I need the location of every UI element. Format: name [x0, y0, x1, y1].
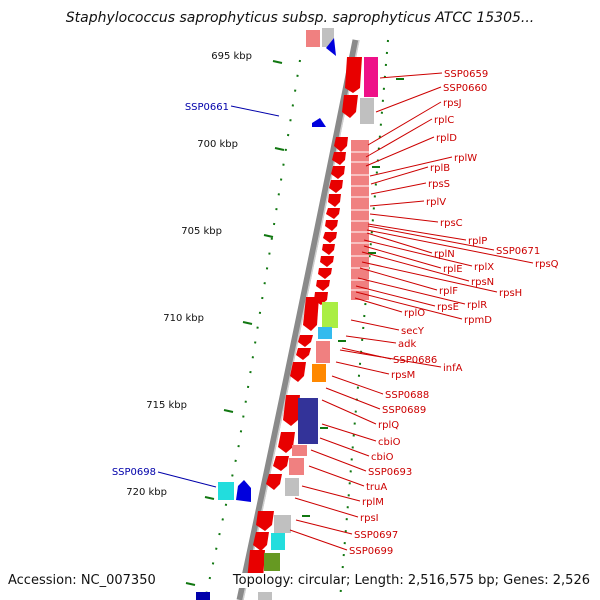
reverse-genes — [196, 118, 326, 600]
feature-blocks — [258, 57, 378, 600]
gene-label: SSP0686 — [393, 355, 437, 366]
map-title: Staphylococcus saprophyticus subsp. sapr… — [65, 10, 535, 26]
gene-label: infA — [443, 363, 463, 374]
gene-label: rplE — [443, 264, 463, 275]
kbp-label-bg — [185, 225, 223, 237]
label-connectors-left — [157, 105, 280, 488]
gene-label: SSP0688 — [385, 390, 429, 401]
gene-labels-right: SSP0659 SSP0660 rpsJ rplC rplD rplW rplB rpsS rp… — [349, 69, 559, 557]
gene-label: rpsS — [428, 179, 450, 190]
gene-label: rplM — [362, 497, 384, 508]
gene-label: SSP0660 — [443, 83, 487, 94]
gene-label: SSP0659 — [444, 69, 488, 80]
gene-label: rpsM — [391, 370, 415, 381]
gene-label: rpmD — [464, 315, 492, 326]
gene-label: rplC — [434, 115, 454, 126]
gene-feature — [326, 38, 336, 56]
gene-label: rpsN — [471, 277, 494, 288]
gene-label: SSP0698 — [112, 467, 156, 478]
gene-labels-left: SSP0661 SSP0698 — [112, 102, 229, 478]
topology-text: Topology: circular; Length: 2,516,575 bp… — [232, 573, 590, 588]
gene-label: rplB — [430, 163, 450, 174]
gene-label: rplP — [468, 236, 487, 247]
gene-label: adk — [398, 339, 416, 350]
gene-label: rpsH — [499, 288, 522, 299]
gene-label: rplV — [426, 197, 446, 208]
gene-label: rpsI — [360, 513, 379, 524]
kbp-label: 715 kbp — [146, 400, 187, 411]
kbp-labels: 695 kbp 700 kbp 705 kbp 710 kbp 715 kbp 720 k… — [106, 50, 253, 584]
gene-label: SSP0671 — [496, 246, 540, 257]
gene-label: secY — [401, 326, 425, 337]
gene-label: rpsQ — [535, 259, 559, 270]
gene-label: rplF — [439, 286, 458, 297]
gene-label: truA — [366, 482, 387, 493]
accession-text: Accession: NC_007350 — [8, 573, 156, 588]
gene-label: rplX — [474, 262, 494, 273]
kbp-label: 720 kbp — [126, 487, 167, 498]
gene-label: rplQ — [378, 420, 399, 431]
kbp-label: 705 kbp — [181, 226, 222, 237]
gene-label: cbiO — [378, 437, 401, 448]
gene-label: rplD — [436, 133, 457, 144]
gene-label: rplW — [454, 153, 477, 164]
gene-label: rplO — [404, 308, 425, 319]
kbp-label: 695 kbp — [211, 51, 252, 62]
gene-label: rplN — [434, 249, 455, 260]
kbp-label-bg — [150, 399, 188, 411]
gene-label: rpsC — [440, 218, 463, 229]
gene-label: SSP0699 — [349, 546, 393, 557]
gene-label: SSP0689 — [382, 405, 426, 416]
kbp-label-bg — [215, 50, 253, 62]
gene-label: cbiO — [371, 452, 394, 463]
kbp-label: 700 kbp — [197, 139, 238, 150]
gene-label: SSP0661 — [185, 102, 229, 113]
forward-genes — [247, 57, 362, 586]
kbp-label-bg — [130, 486, 168, 498]
kbp-label-bg — [201, 138, 239, 150]
gene-label: rplR — [467, 300, 487, 311]
gene-label: SSP0693 — [368, 467, 412, 478]
gene-label: SSP0697 — [354, 530, 398, 541]
gene-label: rpsJ — [443, 98, 462, 109]
kbp-label: 710 kbp — [163, 313, 204, 324]
kbp-ticks — [185, 60, 404, 586]
gene-feature — [306, 30, 320, 47]
label-connectors-right — [289, 72, 534, 551]
gene-label: rpsE — [437, 302, 459, 313]
kbp-label-bg — [167, 312, 205, 324]
